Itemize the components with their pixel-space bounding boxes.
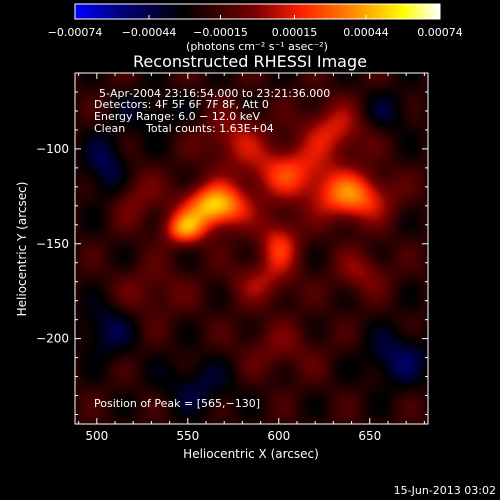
y-tick-label: −200 (36, 332, 69, 346)
chart-title: Reconstructed RHESSI Image (133, 52, 367, 71)
colorbar-unit-label: (photons cm⁻² s⁻¹ asec⁻²) (186, 40, 328, 53)
plot-frame (74, 72, 429, 425)
colorbar-ticks: −0.00074 −0.00044 −0.00015 0.00015 0.00044 0.… (48, 15, 463, 39)
heatmap-container (75, 73, 428, 424)
x-tick-label: 650 (358, 429, 381, 443)
annotation-energy-range: Energy Range: 6.0 − 12.0 keV (94, 110, 261, 123)
y-axis-ticks: −100 −150 −200 (36, 72, 428, 416)
annotation-detectors: Detectors: 4F 5F 6F 7F 8F, Att 0 (94, 98, 269, 111)
colorbar-tick-label: 0.00074 (417, 26, 463, 39)
colorbar: −0.00074 −0.00044 −0.00015 0.00015 0.00044 0.… (48, 3, 463, 53)
colorbar-tick-label: −0.00074 (48, 26, 103, 39)
annotation-peak-position: Position of Peak = [565,−130] (94, 397, 260, 410)
footer-date: 15‑Jun‑2013 03:02 (394, 484, 496, 497)
colorbar-bar (74, 3, 441, 20)
x-tick-label: 500 (85, 429, 108, 443)
colorbar-tick-label: −0.00044 (122, 26, 177, 39)
heatmap-image (75, 73, 428, 424)
y-tick-label: −100 (36, 142, 69, 156)
x-tick-label: 550 (176, 429, 199, 443)
y-axis-label: Heliocentric Y (arcsec) (15, 182, 29, 317)
colorbar-tick-label: 0.00044 (343, 26, 389, 39)
y-tick-label: −150 (36, 237, 69, 251)
annotation-total-counts: Total counts: 1.63E+04 (145, 122, 274, 135)
colorbar-tick-label: −0.00015 (193, 26, 248, 39)
x-axis-label: Heliocentric X (arcsec) (183, 447, 319, 461)
colorbar-tick-label: 0.00015 (272, 26, 318, 39)
annotation-method: Clean (94, 122, 125, 135)
x-tick-label: 600 (267, 429, 290, 443)
x-axis-ticks: 500 550 600 650 (78, 73, 425, 443)
annotation-time-range: 5‑Apr‑2004 23:16:54.000 to 23:21:36.000 (99, 87, 330, 100)
annotations: 5‑Apr‑2004 23:16:54.000 to 23:21:36.000 … (94, 87, 330, 410)
